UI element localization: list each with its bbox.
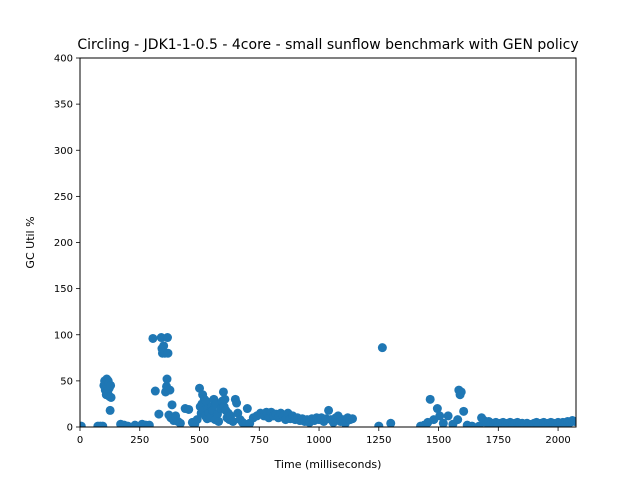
- data-point: [154, 409, 164, 419]
- x-tick-label: 250: [130, 435, 149, 446]
- data-point: [374, 421, 384, 427]
- x-tick-label: 1500: [426, 435, 451, 446]
- y-tick-label: 150: [54, 284, 73, 295]
- data-point: [432, 404, 442, 414]
- data-point: [570, 416, 576, 426]
- data-point: [435, 411, 445, 421]
- data-point: [386, 418, 396, 427]
- data-point: [443, 411, 453, 421]
- x-axis-label: Time (milliseconds): [274, 458, 382, 471]
- data-points: [80, 333, 576, 427]
- y-tick-label: 0: [67, 423, 73, 434]
- data-point: [123, 421, 133, 427]
- y-tick-label: 200: [54, 238, 73, 249]
- y-tick-label: 250: [54, 192, 73, 203]
- data-point: [425, 394, 435, 404]
- data-point: [218, 387, 228, 397]
- data-point: [167, 400, 177, 410]
- data-point: [98, 421, 108, 427]
- data-point: [162, 333, 172, 343]
- data-point: [156, 333, 166, 343]
- data-point: [106, 392, 116, 402]
- data-point: [453, 415, 463, 425]
- x-tick-label: 2000: [545, 435, 570, 446]
- y-tick-label: 400: [54, 54, 73, 65]
- y-tick-label: 350: [54, 100, 73, 111]
- data-point: [150, 386, 160, 396]
- data-point: [162, 374, 172, 384]
- x-tick-label: 1750: [486, 435, 511, 446]
- x-tick-label: 500: [190, 435, 209, 446]
- x-axis-ticks: 0 250 500 750 1000 1250 1500 1750 2000: [77, 427, 571, 446]
- data-point: [175, 418, 185, 427]
- y-tick-label: 100: [54, 330, 73, 341]
- x-tick-label: 750: [250, 435, 269, 446]
- data-point: [438, 418, 448, 427]
- data-point: [220, 394, 230, 404]
- data-point: [377, 343, 387, 353]
- data-point: [80, 421, 86, 427]
- data-point: [148, 333, 158, 343]
- data-point: [105, 405, 115, 415]
- data-point: [228, 416, 238, 426]
- data-point: [106, 380, 116, 390]
- chart-title: Circling - JDK1-1-0.5 - 4core - small su…: [77, 37, 578, 53]
- data-point: [214, 416, 224, 426]
- y-axis-label: GC Util %: [24, 216, 37, 268]
- x-tick-label: 1000: [306, 435, 331, 446]
- data-point: [324, 405, 334, 415]
- y-axis-ticks: 0 50 100 150 200 250 300 350 400: [54, 54, 80, 434]
- data-point: [467, 421, 477, 427]
- data-point: [159, 341, 169, 351]
- data-point: [242, 404, 252, 414]
- data-point: [232, 398, 242, 408]
- data-point: [456, 387, 466, 397]
- data-point: [165, 385, 175, 395]
- x-tick-label: 0: [77, 435, 83, 446]
- data-point: [163, 348, 173, 358]
- data-point: [192, 415, 202, 425]
- plot-frame: [79, 57, 577, 428]
- data-point: [348, 414, 357, 424]
- data-point: [459, 406, 469, 416]
- data-point: [130, 420, 140, 427]
- y-tick-label: 300: [54, 146, 73, 157]
- x-tick-label: 1250: [366, 435, 391, 446]
- y-tick-label: 50: [60, 376, 73, 387]
- data-point: [144, 420, 154, 427]
- data-point: [184, 404, 194, 414]
